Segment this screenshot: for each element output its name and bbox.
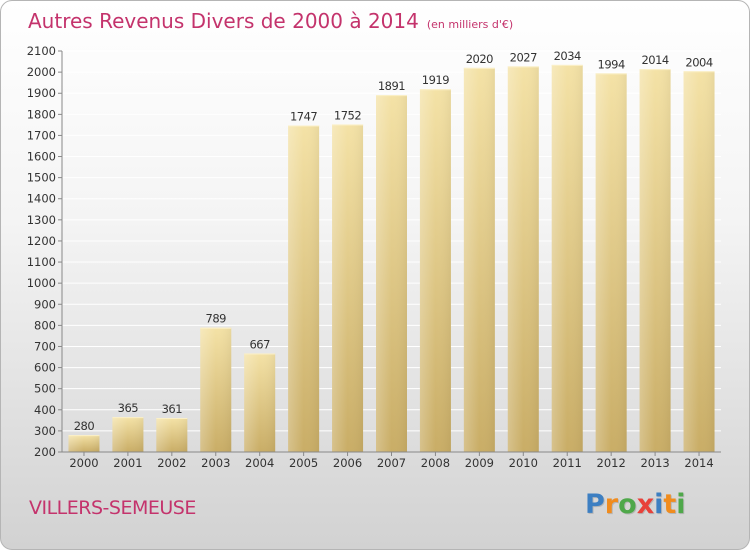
value-label: 2020 bbox=[466, 52, 493, 66]
value-label: 2027 bbox=[510, 50, 537, 64]
logo-letter: i bbox=[654, 489, 664, 520]
y-tick-label: 1700 bbox=[27, 128, 56, 142]
bar-shine bbox=[463, 67, 495, 452]
chart-title-line: Autres Revenus Divers de 2000 à 2014 (en … bbox=[28, 9, 513, 33]
bar-shine bbox=[244, 353, 276, 452]
y-axis: 200 300 400 500 600 700 800 900 1000 1100 1200 1300… bbox=[27, 44, 63, 459]
proxiti-logo: Proxiti bbox=[585, 489, 686, 520]
x-tick-label: 2007 bbox=[377, 456, 406, 470]
x-tick-label: 2006 bbox=[333, 456, 362, 470]
bar-shine bbox=[683, 71, 715, 453]
y-tick-label: 1200 bbox=[27, 234, 56, 248]
y-tick-label: 1100 bbox=[27, 255, 56, 269]
y-tick-label: 700 bbox=[34, 339, 56, 353]
x-axis: 2000 2001 2002 2003 2004 2005 2006 2007 2008 2009… bbox=[62, 451, 721, 470]
value-label: 2034 bbox=[554, 49, 581, 63]
bar-shine bbox=[288, 125, 320, 452]
y-tick-label: 1300 bbox=[27, 213, 56, 227]
x-tick-label: 2002 bbox=[157, 456, 186, 470]
value-label: 1747 bbox=[290, 110, 317, 124]
y-tick-label: 600 bbox=[34, 361, 56, 375]
bar-shine bbox=[112, 417, 144, 452]
x-tick-label: 2008 bbox=[421, 456, 450, 470]
x-tick-label: 2001 bbox=[113, 456, 142, 470]
bar-shine bbox=[68, 435, 100, 452]
x-tick-label: 2005 bbox=[289, 456, 318, 470]
value-label: 789 bbox=[206, 312, 227, 326]
commune-name: VILLERS-SEMEUSE bbox=[29, 497, 196, 519]
bar-shine bbox=[376, 95, 407, 453]
y-tick-label: 1400 bbox=[27, 192, 56, 206]
value-label: 1994 bbox=[598, 57, 625, 71]
y-tick-label: 800 bbox=[34, 318, 56, 332]
x-tick-label: 2000 bbox=[69, 456, 98, 470]
y-tick-label: 1800 bbox=[27, 107, 56, 121]
chart-subtitle: (en milliers d'€) bbox=[426, 18, 514, 31]
y-tick-label: 900 bbox=[34, 297, 56, 311]
logo-letter: t bbox=[663, 489, 677, 520]
bar-shine bbox=[156, 418, 188, 452]
x-tick-label: 2013 bbox=[640, 456, 669, 470]
bar-shine bbox=[595, 73, 627, 452]
bar-shine bbox=[419, 89, 451, 452]
value-label: 667 bbox=[249, 337, 270, 351]
bar-shine bbox=[507, 66, 539, 452]
logo-letter: o bbox=[618, 489, 637, 520]
y-tick-label: 1600 bbox=[27, 150, 56, 164]
bars bbox=[68, 64, 715, 453]
logo-letter: P bbox=[585, 489, 605, 520]
value-label: 365 bbox=[118, 401, 139, 415]
x-tick-label: 2009 bbox=[465, 456, 494, 470]
value-label: 2014 bbox=[641, 53, 668, 67]
y-tick-label: 2000 bbox=[27, 65, 56, 79]
value-label: 361 bbox=[162, 402, 183, 416]
bar-shine bbox=[200, 327, 232, 452]
bar-shine bbox=[551, 64, 583, 452]
value-labels: 280 365 361 789 667 1747 1752 1891 1919 2020 2027 2… bbox=[74, 49, 714, 433]
y-tick-label: 1000 bbox=[27, 276, 56, 290]
y-tick-label: 400 bbox=[34, 403, 56, 417]
x-tick-label: 2003 bbox=[201, 456, 230, 470]
x-tick-label: 2012 bbox=[597, 456, 626, 470]
x-tick-label: 2004 bbox=[245, 456, 274, 470]
value-label: 1891 bbox=[378, 79, 405, 93]
y-tick-label: 500 bbox=[34, 382, 56, 396]
chart-title: Autres Revenus Divers de 2000 à 2014 bbox=[28, 9, 419, 33]
y-tick-label: 2100 bbox=[27, 44, 56, 58]
x-tick-label: 2011 bbox=[553, 456, 582, 470]
bar-shine bbox=[332, 124, 364, 452]
y-tick-label: 200 bbox=[34, 445, 56, 459]
value-label: 1752 bbox=[334, 108, 361, 122]
value-label: 1919 bbox=[422, 73, 449, 87]
y-tick-label: 1500 bbox=[27, 171, 56, 185]
logo-letter: i bbox=[676, 489, 686, 520]
y-tick-label: 300 bbox=[34, 424, 56, 438]
x-tick-label: 2014 bbox=[684, 456, 713, 470]
logo-letter: r bbox=[604, 489, 619, 520]
bar-shine bbox=[639, 69, 671, 453]
x-tick-label: 2010 bbox=[509, 456, 538, 470]
value-label: 2004 bbox=[685, 55, 712, 69]
y-tick-label: 1900 bbox=[27, 86, 56, 100]
value-label: 280 bbox=[74, 419, 95, 433]
logo-letter: x bbox=[636, 489, 655, 520]
